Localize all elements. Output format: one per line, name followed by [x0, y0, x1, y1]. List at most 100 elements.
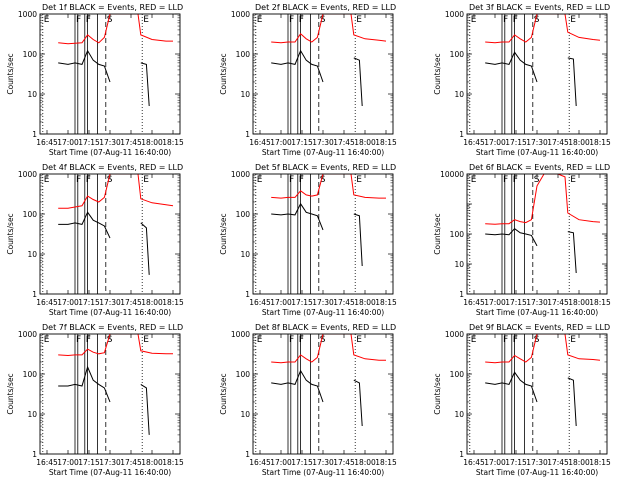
marker-label-S: S	[107, 15, 113, 25]
marker-label-F: F	[76, 175, 81, 185]
y-axis-label: Counts/sec	[433, 373, 442, 414]
x-tick-label: 18:00	[354, 458, 376, 467]
marker-label-E: E	[143, 15, 149, 25]
x-tick-label: 17:45	[333, 458, 355, 467]
y-tick-label: 10	[454, 410, 464, 419]
x-tick-label: 17:00	[270, 298, 292, 307]
x-tick-label: 18:15	[375, 458, 397, 467]
x-tick-label: 18:15	[589, 298, 611, 307]
marker-label-S: S	[534, 15, 540, 25]
marker-label-F: F	[86, 335, 91, 345]
y-tick-label: 100	[236, 50, 251, 59]
series-lld	[485, 334, 601, 364]
x-tick-label: 17:15	[505, 298, 527, 307]
y-tick-label: 1	[459, 450, 464, 459]
y-tick-label: 1	[32, 290, 37, 299]
marker-label-F: F	[289, 15, 294, 25]
x-tick-label: 18:00	[354, 138, 376, 147]
series-events	[58, 211, 150, 275]
y-tick-label: 1000	[445, 330, 464, 339]
marker-label-F: F	[76, 15, 81, 25]
x-axis-label: Start Time (07-Aug-11 16:40:00)	[49, 468, 171, 477]
x-tick-label: 17:15	[505, 138, 527, 147]
x-tick-label: 18:00	[568, 458, 590, 467]
y-tick-label: 1000	[231, 170, 250, 179]
x-tick-label: 17:15	[78, 138, 100, 147]
y-axis-label: Counts/sec	[6, 213, 15, 254]
y-axis-label: Counts/sec	[6, 373, 15, 414]
panel-det-5: Det 5f BLACK = Events, RED = LLD Counts/s…	[219, 163, 397, 317]
x-tick-label: 16:45	[463, 298, 485, 307]
plot-frame	[39, 13, 181, 135]
y-tick-label: 100	[450, 370, 465, 379]
marker-label-F: F	[289, 335, 294, 345]
panel-det-9: Det 9f BLACK = Events, RED = LLD Counts/s…	[433, 323, 611, 477]
y-tick-label: 10	[454, 90, 464, 99]
marker-label-F: F	[513, 15, 518, 25]
plot-frame	[39, 173, 181, 295]
x-tick-label: 17:45	[547, 138, 569, 147]
series-events	[58, 49, 150, 107]
marker-label-F: F	[513, 175, 518, 185]
y-tick-label: 1	[32, 450, 37, 459]
panel-det-4: Det 4f BLACK = Events, RED = LLD Counts/s…	[6, 163, 184, 317]
marker-label-E: E	[257, 15, 263, 25]
x-tick-label: 17:30	[312, 458, 334, 467]
y-tick-label: 1000	[18, 330, 37, 339]
panel-title: Det 8f BLACK = Events, RED = LLD	[255, 323, 396, 332]
x-tick-label: 17:15	[78, 298, 100, 307]
x-tick-label: 17:15	[78, 458, 100, 467]
marker-label-E: E	[257, 175, 263, 185]
marker-label-F: F	[299, 175, 304, 185]
panel-det-6: Det 6f BLACK = Events, RED = LLD Counts/s…	[433, 163, 611, 317]
plot-frame	[466, 13, 608, 135]
marker-label-F: F	[76, 335, 81, 345]
panel-title: Det 5f BLACK = Events, RED = LLD	[255, 163, 396, 172]
series-lld	[58, 174, 174, 209]
y-axis-label: Counts/sec	[6, 53, 15, 94]
x-tick-label: 17:30	[99, 298, 121, 307]
marker-label-E: E	[143, 335, 149, 345]
marker-label-E: E	[356, 15, 362, 25]
y-tick-label: 10	[27, 90, 37, 99]
panel-title: Det 3f BLACK = Events, RED = LLD	[469, 3, 610, 12]
x-tick-label: 17:45	[547, 458, 569, 467]
x-tick-label: 17:45	[120, 138, 142, 147]
marker-label-E: E	[356, 335, 362, 345]
marker-label-E: E	[44, 335, 50, 345]
marker-label-S: S	[320, 15, 326, 25]
series-events	[485, 51, 577, 107]
series-lld	[271, 14, 387, 44]
x-tick-label: 17:45	[120, 298, 142, 307]
panel-title: Det 9f BLACK = Events, RED = LLD	[469, 323, 610, 332]
series-lld	[485, 174, 601, 225]
x-tick-label: 18:15	[162, 458, 184, 467]
x-tick-label: 18:00	[354, 298, 376, 307]
x-tick-label: 16:45	[463, 138, 485, 147]
marker-label-E: E	[44, 175, 50, 185]
x-tick-label: 17:30	[99, 458, 121, 467]
plot-frame	[466, 333, 608, 455]
marker-label-E: E	[570, 15, 576, 25]
x-axis-label: Start Time (07-Aug-11 16:40:00)	[476, 468, 598, 477]
marker-label-E: E	[44, 15, 50, 25]
x-tick-label: 18:15	[162, 298, 184, 307]
x-axis-label: Start Time (07-Aug-11 16:40:00)	[262, 308, 384, 317]
marker-label-F: F	[86, 15, 91, 25]
marker-label-F: F	[513, 335, 518, 345]
x-tick-label: 16:45	[463, 458, 485, 467]
x-tick-label: 18:15	[589, 458, 611, 467]
x-axis-label: Start Time (07-Aug-11 16:40:00)	[476, 308, 598, 317]
x-tick-label: 16:45	[249, 298, 271, 307]
x-tick-label: 18:15	[162, 138, 184, 147]
marker-label-E: E	[471, 175, 477, 185]
series-events	[485, 228, 577, 274]
plot-frame	[39, 333, 181, 455]
x-tick-label: 17:00	[484, 298, 506, 307]
x-tick-label: 16:45	[36, 138, 58, 147]
y-tick-label: 1000	[231, 330, 250, 339]
y-tick-label: 10	[240, 410, 250, 419]
y-tick-label: 100	[23, 50, 38, 59]
panel-title: Det 1f BLACK = Events, RED = LLD	[42, 3, 183, 12]
x-tick-label: 18:00	[141, 298, 163, 307]
